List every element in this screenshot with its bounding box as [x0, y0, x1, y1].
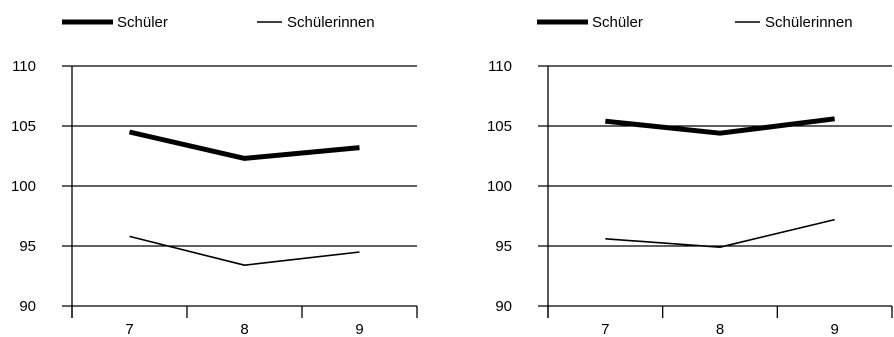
- x-tick-label: 8: [716, 321, 724, 337]
- legend-label-2: Schülerinnen: [765, 14, 853, 31]
- y-tick-label: 110: [12, 58, 36, 75]
- y-tick-label: 110: [488, 58, 512, 75]
- y-tick-label: 90: [495, 298, 512, 315]
- legend-label-1: Schüler: [592, 14, 643, 31]
- x-tick-label: 7: [125, 321, 133, 337]
- chart-1: Schüler Schülerinnen 110 105 100 95 90 7 8 9: [11, 14, 418, 337]
- chart-2: Schüler Schülerinnen 110 105 100 95 90 7 8 9: [487, 14, 893, 337]
- series-line-1: [128, 129, 360, 161]
- y-tick-label: 90: [19, 298, 36, 315]
- x-tick-label: 7: [601, 321, 609, 337]
- x-tick-label: 9: [830, 321, 838, 337]
- legend-label-2: Schülerinnen: [287, 14, 375, 31]
- legend-label-1: Schüler: [117, 14, 168, 31]
- y-tick-label: 95: [495, 238, 512, 255]
- x-tick-label: 9: [355, 321, 363, 337]
- x-tick-label: 8: [240, 321, 248, 337]
- y-tick-label: 100: [487, 178, 512, 195]
- series-line-2: [605, 218, 835, 248]
- y-tick-label: 105: [487, 118, 512, 135]
- series-line-2: [129, 235, 360, 267]
- y-tick-label: 95: [19, 238, 36, 255]
- y-tick-label: 100: [11, 178, 36, 195]
- y-tick-label: 105: [11, 118, 36, 135]
